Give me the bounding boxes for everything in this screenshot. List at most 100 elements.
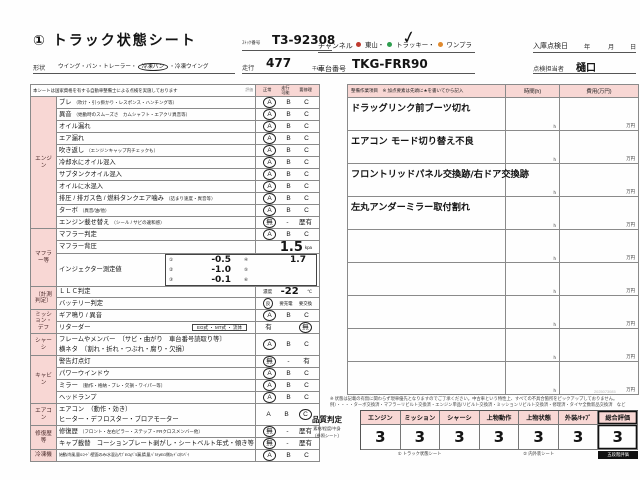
row-sublabel: （異音/油/他） — [79, 207, 110, 213]
work-row: h 万円 — [347, 262, 639, 296]
grade-slots: A B C — [258, 193, 317, 204]
work-row: フロントリッドパネル交換跡/右ドア交換跡 h 万円 — [347, 163, 639, 197]
grade-selected: A — [263, 181, 276, 192]
cost-unit: 万円 — [626, 354, 635, 359]
cell: オイル漏れ — [59, 123, 253, 130]
work-items-table: 整備作業項目 ※ 加点要素は先頭に★を書いてから記入 時間(h) 費用(万円) … — [347, 84, 639, 395]
row-label: 吹き返し — [59, 146, 85, 154]
footnote: ※ 状態は記載の有無に関わらず現車優先となりますのでご了承ください。中古車という… — [330, 396, 638, 408]
quality-col-header: 総合評価 — [598, 411, 638, 425]
grade-selected: 無 — [263, 356, 276, 367]
row-label-cell: 警告灯点灯 — [56, 355, 256, 368]
checklist-row: 異音 （始動時のスムーズさ カムシャフト・エアクリ異音等） A B C — [31, 108, 320, 121]
cell: ブレ （吹け・引っ掛かり・レスポンス・ハンチング等） — [59, 99, 253, 106]
grade-option: C — [304, 111, 309, 118]
quality-value: 3 — [519, 425, 559, 450]
grade-slots: A B C — [258, 205, 317, 216]
work-item: 左丸アンダーミラー取付割れ — [347, 196, 506, 230]
grade-selected: 良 — [263, 298, 273, 309]
checklist-row: ターボ （異音/油/他） A B C — [31, 204, 320, 217]
cell: バッテリー判定 — [59, 300, 253, 307]
grade-option: B — [286, 171, 291, 178]
grade-cell: A B C — [255, 204, 320, 217]
grade-selected: A — [263, 339, 276, 350]
cost-unit: 万円 — [626, 189, 635, 194]
row-sublabel: （始動時のスムーズさ カムシャフト・エアクリ異音等） — [73, 111, 191, 117]
checklist-note: 本シートは国家資格を有する自動車整備士による点検を実施しております — [33, 87, 178, 93]
grade-cell: 濃度 -22 ℃ — [255, 286, 320, 298]
grade-option: 歴有 — [299, 440, 312, 447]
grade-slots: A B C — [258, 450, 317, 461]
grade-selected: 無 — [299, 322, 312, 333]
grade-cell: A B C — [255, 96, 320, 109]
grade-cell: A B C — [255, 449, 320, 462]
time-unit: h — [553, 157, 556, 162]
work-time-cell: h — [505, 229, 560, 263]
grade-selected: A — [263, 145, 276, 156]
chassis-value: TKG-FRR90 — [352, 57, 428, 71]
work-row: h 万円 — [347, 229, 639, 263]
handwritten-check-icon: ✓ — [400, 26, 418, 49]
row-label: ＬＬＣ判定 — [59, 288, 91, 296]
grade-selected: 無 — [263, 438, 276, 449]
grade-option: B — [286, 111, 291, 118]
injector-value: 1.7 — [290, 254, 306, 265]
grade-cell: A B C — [255, 403, 320, 426]
grade-option: C — [304, 394, 309, 401]
row-label-cell: ギア鳴り / 異音 — [56, 309, 256, 322]
time-unit: h — [553, 355, 556, 360]
row-label: オイル漏れ — [59, 122, 91, 130]
row-label-cell: バッテリー判定 — [56, 297, 256, 310]
grade-option: 有 — [265, 324, 272, 331]
grade-cell: 無 - 歴有 — [255, 216, 320, 229]
grade-slots: A B C — [258, 339, 317, 350]
grade-option: - — [286, 219, 289, 226]
row-label: 修復歴 — [59, 427, 78, 435]
grade-option: B — [286, 452, 291, 459]
grade-cell: 無-有 — [255, 355, 320, 368]
channel-underline — [318, 52, 475, 53]
grade-cell: A B C — [255, 108, 320, 121]
row-label-cell: オイルに水混入 — [56, 180, 256, 193]
grade-cell: 有無 — [255, 321, 320, 334]
grade-slots: A B C — [258, 145, 317, 156]
quality-caption-sheet1: ① トラック状態シート — [397, 451, 442, 456]
checklist-row: マフラー等 マフラー判定 A B C — [30, 228, 320, 287]
inspection-date-label: 入庫点検日 — [533, 43, 568, 50]
checklist-row: ミラー 〔動作・格納・ブレ・欠損・ワイパー等〕 A B C — [31, 379, 320, 392]
grade-option: B — [286, 195, 291, 202]
grade-slots: A B C — [258, 392, 317, 403]
grade-slots: A B C — [258, 133, 317, 144]
injector-cell: ① -0.5 — [166, 255, 241, 265]
grade-slots: 1.5 kpa — [258, 242, 317, 253]
work-item — [347, 361, 506, 395]
work-row: h 万円 — [347, 361, 639, 395]
work-row: ドラッグリンク前ブーツ切れ h 万円 — [347, 97, 639, 131]
inspector-label: 点検担当者 — [533, 66, 564, 73]
date-month-label: 月 — [608, 44, 615, 51]
work-cost-cell: 万円 — [559, 361, 639, 395]
grade-option: C — [304, 159, 309, 166]
row-label-line2: 横ネタ 〔割れ・折れ・つぶれ・腐り・欠損〕 — [59, 346, 189, 354]
work-time-cell: h — [505, 295, 560, 329]
channel-icon-truckey — [387, 42, 393, 47]
grade-option: B — [286, 135, 291, 142]
quality-value: 3 — [598, 425, 638, 450]
grade-option: B — [286, 159, 291, 166]
grade-slots: 良 要充電 要交換 — [258, 298, 317, 309]
checklist-row: インジェクター測定値 ① -0.5 ② -1.0 ③ -0.1 ④ 1.7 ⑤ ⑥ — [31, 253, 320, 287]
grade-slots: A B C — [258, 157, 317, 168]
section-label: （計測判定） — [30, 286, 57, 310]
quality-table: エンジン ミッション シャーシ 上物動作 上物状態 外装/ｷｬﾌﾞ 総合評価 3 3 3 3 3 3 3 … — [360, 410, 638, 459]
time-unit: h — [553, 388, 556, 393]
grade-selected: A — [263, 109, 276, 120]
checklist-row: 排圧 / 排ガス色 / 燃料タンクエア噛み （詰まり速度・異音等） A B C — [31, 192, 320, 205]
cell: 始動/冷風,量/ﾚｺｰﾄﾞ/壁面のみ/水混込/ｻﾌﾞEG(ﾊﾞﾙ漏,錆,量,ﾍﾞ… — [59, 453, 253, 458]
channel-label: チャンネル — [318, 43, 353, 50]
chassis-underline — [318, 73, 475, 74]
grade-option: C — [304, 135, 309, 142]
grade-option: C — [304, 183, 309, 190]
work-item — [347, 262, 506, 296]
grade-option: C — [304, 231, 309, 238]
work-item — [347, 295, 506, 329]
